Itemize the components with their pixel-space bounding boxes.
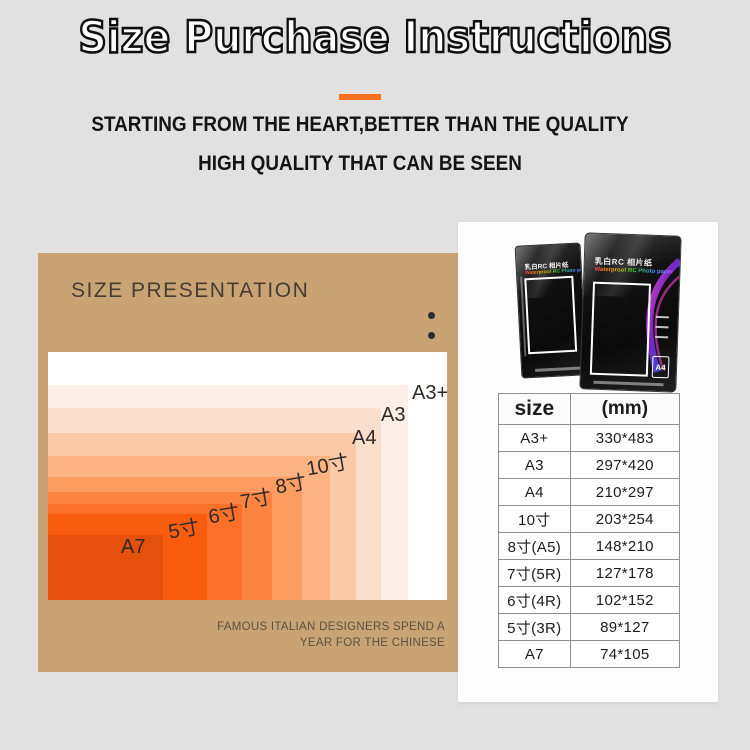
size-chart: A3+ A3 A4 10寸 8寸 7寸 6寸 5寸 A7 bbox=[48, 352, 447, 600]
feature-bullet bbox=[655, 315, 669, 319]
subtitle-line-1: STARTING FROM THE HEART,BETTER THAN THE … bbox=[91, 113, 629, 136]
cell-size-name: A3 bbox=[498, 451, 571, 479]
cell-size-name: 6寸(4R) bbox=[498, 586, 571, 614]
size-table-body: A3+ 330*483 A3 297*420 A4 210*297 10寸 203*254 8寸… bbox=[498, 424, 681, 668]
product-box-back: 乳白RC 相片纸 Waterproof RC Photo paper bbox=[514, 242, 588, 379]
table-header-size: size bbox=[498, 393, 571, 425]
size-label-A7: A7 bbox=[121, 536, 146, 558]
table-row: 5寸(3R) 89*127 bbox=[498, 613, 681, 641]
size-rect-A7 bbox=[48, 535, 163, 600]
caption-line-2: YEAR FOR THE CHINESE bbox=[299, 637, 445, 649]
page-title: Size Purchase Instructions bbox=[77, 11, 673, 65]
presentation-heading: SIZE PRESENTATION bbox=[71, 279, 310, 302]
size-label-8寸: 8寸 bbox=[273, 471, 309, 499]
size-label-A3: A3 bbox=[381, 404, 406, 426]
cell-size-name: A4 bbox=[498, 478, 571, 506]
a4-badge: A4 bbox=[651, 355, 670, 379]
table-row: A7 74*105 bbox=[498, 640, 681, 668]
product-photo-girl bbox=[524, 275, 578, 355]
cell-size-name: 8寸(A5) bbox=[498, 532, 571, 560]
table-row: A3+ 330*483 bbox=[498, 424, 681, 452]
cell-size-name: A7 bbox=[498, 640, 571, 668]
cell-size-name: 10寸 bbox=[498, 505, 571, 533]
table-row: 6寸(4R) 102*152 bbox=[498, 586, 681, 614]
size-presentation-panel: SIZE PRESENTATION A3+ A3 A4 10寸 8寸 7寸 6寸 5寸 A7 F… bbox=[38, 253, 458, 672]
cell-size-mm: 89*127 bbox=[569, 613, 681, 641]
cell-size-mm: 74*105 bbox=[569, 640, 681, 668]
subtitle-line-2: HIGH QUALITY THAT CAN BE SEEN bbox=[198, 152, 522, 175]
table-row: 7寸(5R) 127*178 bbox=[498, 559, 681, 587]
table-row: A3 297*420 bbox=[498, 451, 681, 479]
size-label-A4: A4 bbox=[352, 427, 377, 449]
cell-size-mm: 127*178 bbox=[569, 559, 681, 587]
fine-print-strip bbox=[593, 380, 664, 387]
table-row: 8寸(A5) 148*210 bbox=[498, 532, 681, 560]
rainbow-wave-graphic bbox=[646, 257, 681, 373]
size-label-6寸: 6寸 bbox=[206, 501, 242, 529]
designer-caption: FAMOUS ITALIAN DESIGNERS SPEND A YEAR FO… bbox=[185, 619, 445, 651]
feature-bullet bbox=[655, 325, 669, 329]
table-row: A4 210*297 bbox=[498, 478, 681, 506]
product-photo-girl-teddy bbox=[589, 281, 652, 377]
size-label-5寸: 5寸 bbox=[166, 516, 202, 544]
ellipsis-dot bbox=[428, 312, 435, 319]
feature-bullet bbox=[655, 335, 669, 339]
cell-size-mm: 297*420 bbox=[569, 451, 681, 479]
caption-line-1: FAMOUS ITALIAN DESIGNERS SPEND A bbox=[217, 621, 445, 633]
size-label-A3+: A3+ bbox=[412, 382, 447, 404]
cell-size-name: 7寸(5R) bbox=[498, 559, 571, 587]
cell-size-mm: 148*210 bbox=[569, 532, 681, 560]
size-label-7寸: 7寸 bbox=[238, 486, 274, 514]
table-header-row: size (mm) bbox=[498, 393, 681, 425]
size-table: size (mm) A3+ 330*483 A3 297*420 A4 210*297 10… bbox=[498, 393, 681, 668]
cell-size-mm: 210*297 bbox=[569, 478, 681, 506]
table-header-mm: (mm) bbox=[569, 393, 681, 425]
cell-size-mm: 203*254 bbox=[569, 505, 681, 533]
cell-size-name: 5寸(3R) bbox=[498, 613, 571, 641]
title-divider bbox=[339, 94, 381, 100]
product-box-front: 乳白RC 相片纸 Waterproof RC Photo paper A4 bbox=[579, 232, 682, 393]
product-panel: 乳白RC 相片纸 Waterproof RC Photo paper 乳白RC … bbox=[458, 222, 718, 702]
cell-size-mm: 102*152 bbox=[569, 586, 681, 614]
cell-size-mm: 330*483 bbox=[569, 424, 681, 452]
ellipsis-dot bbox=[428, 332, 435, 339]
table-row: 10寸 203*254 bbox=[498, 505, 681, 533]
cell-size-name: A3+ bbox=[498, 424, 571, 452]
